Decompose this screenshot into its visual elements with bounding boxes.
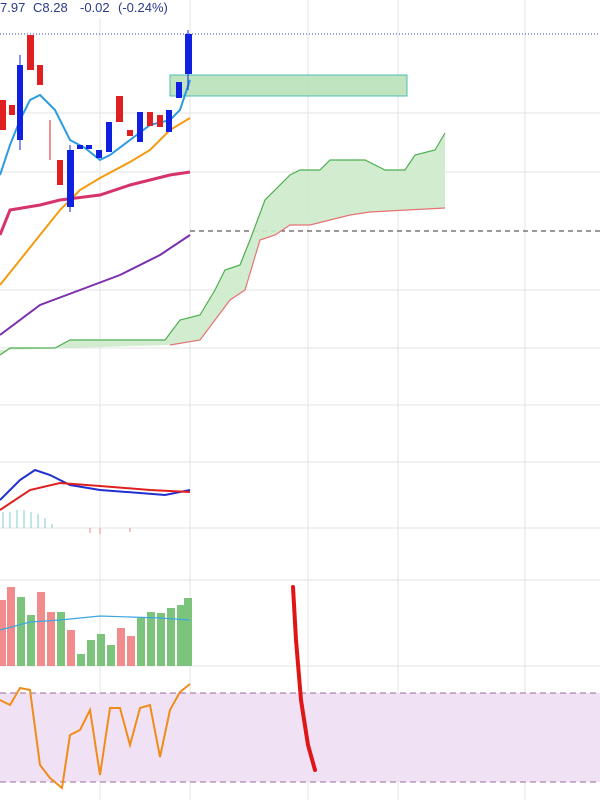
low-value: 7.97 [0,0,25,15]
drawn-stroke [291,585,317,772]
ma-pink [0,170,191,236]
close-value: C8.28 [33,0,68,15]
rsi [0,683,600,790]
span-b [169,207,446,346]
macd [0,468,191,534]
ma-blue [0,79,191,176]
ichimoku-cloud [0,133,445,355]
candles [0,30,192,212]
span-a [0,132,446,356]
change-percent: (-0.24%) [118,0,168,15]
ma-orange [0,117,191,286]
ma-purple [0,234,191,336]
volume [0,587,192,666]
change-value: -0.02 [80,0,110,15]
zone-box [169,74,408,97]
header-bg [0,0,180,18]
